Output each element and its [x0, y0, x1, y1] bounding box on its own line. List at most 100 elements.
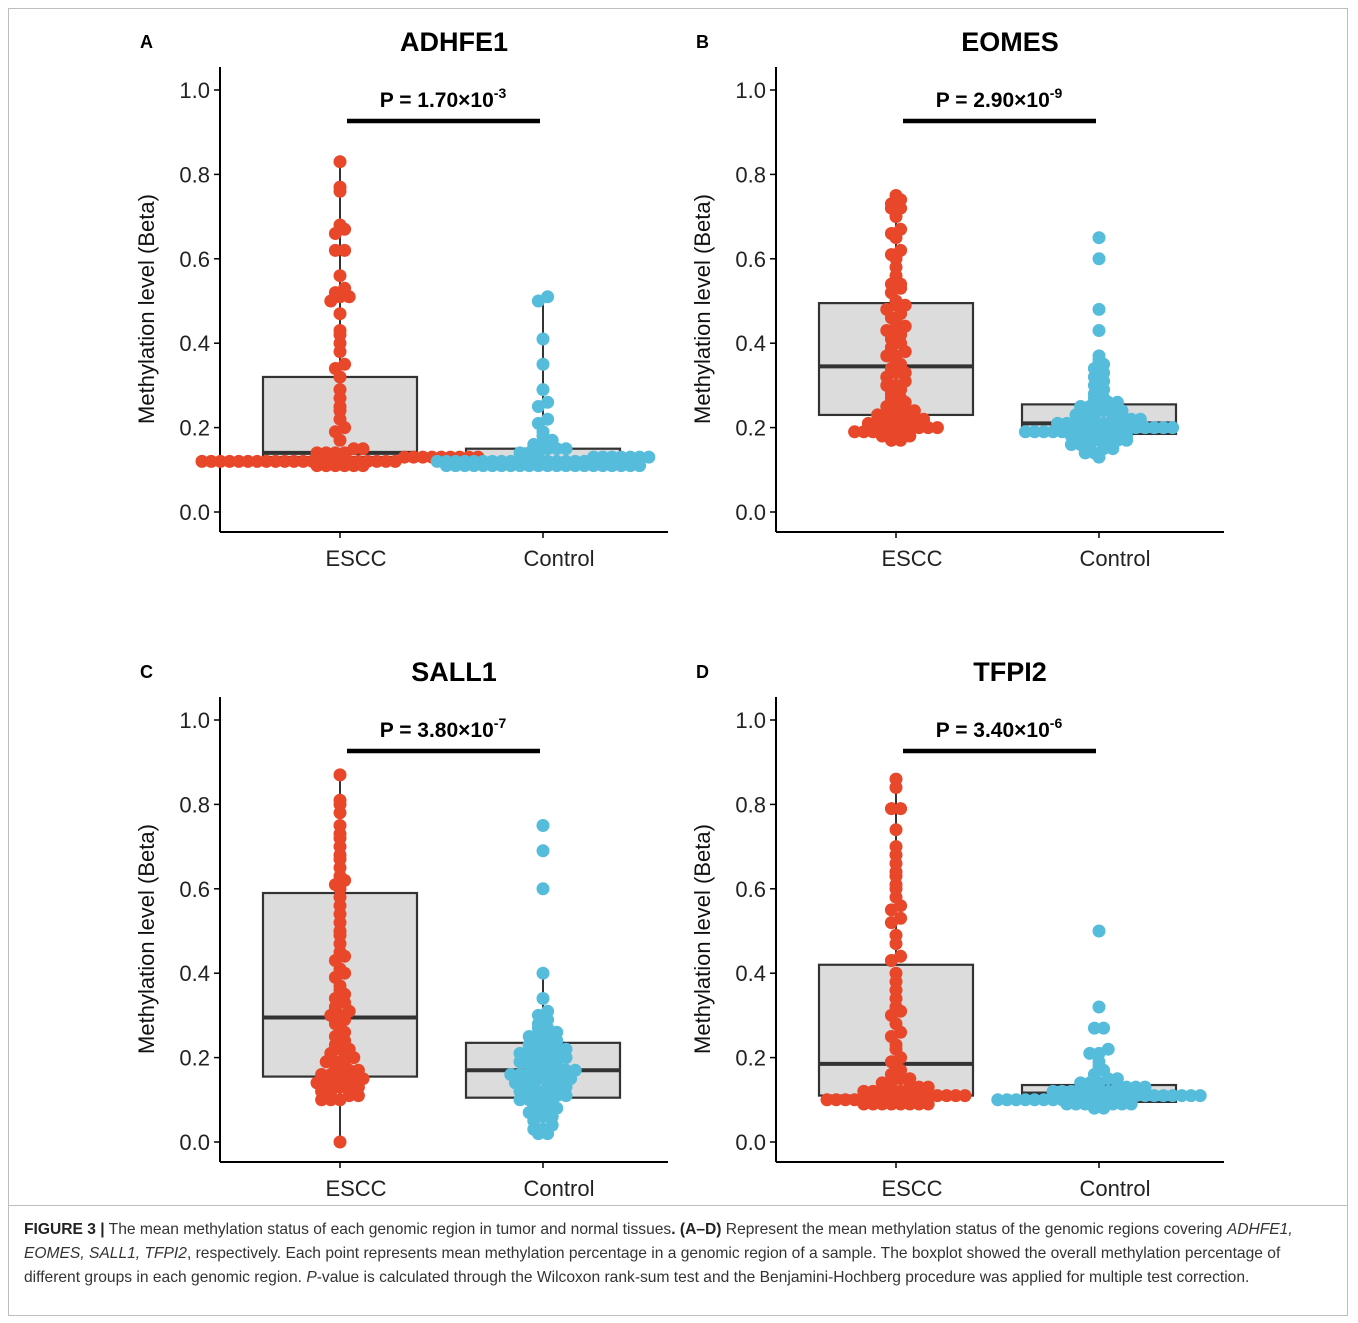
x-tick-label: ESCC [881, 546, 942, 571]
y-tick-label: 0.4 [179, 331, 210, 356]
y-tick-label: 1.0 [735, 708, 766, 733]
data-point-escc [333, 324, 347, 337]
data-point-control [1147, 1089, 1161, 1103]
data-point-control [536, 819, 550, 832]
data-point-escc [319, 446, 333, 460]
x-tick-label: Control [524, 546, 595, 571]
data-point-escc [328, 446, 342, 460]
p-value-label: P = 3.40×10-6 [936, 715, 1063, 742]
data-point-control [587, 450, 601, 464]
data-point-escc [333, 768, 347, 782]
data-point-control [1110, 395, 1124, 409]
data-point-escc [894, 243, 908, 257]
data-point-escc [296, 454, 310, 468]
panel-d: D TFPI2 P = 3.40×10-6 0.0 0.2 0.4 0.6 0.8 1.0 Met… [676, 652, 1236, 1232]
y-tick-label: 0.4 [735, 961, 766, 986]
data-point-escc [894, 222, 908, 236]
data-point-control [1009, 1093, 1023, 1107]
data-point-control [1018, 425, 1032, 439]
data-point-escc [333, 793, 347, 807]
data-point-control [1074, 400, 1088, 413]
y-tick-label: 0.0 [735, 1130, 766, 1155]
data-point-escc [407, 450, 421, 464]
data-point-control [1092, 349, 1106, 363]
data-point-escc [889, 772, 903, 786]
y-tick-label: 0.6 [735, 247, 766, 272]
data-point-control [1028, 1093, 1042, 1107]
data-point-escc [894, 802, 908, 816]
data-point-control [1046, 1084, 1060, 1098]
data-point-control [541, 454, 555, 468]
data-point-control [536, 966, 550, 980]
chart-title: ADHFE1 [400, 27, 508, 57]
data-point-escc [223, 454, 237, 468]
data-point-escc [259, 454, 273, 468]
p-value-exponent: -3 [494, 85, 507, 101]
caption-divider [9, 1205, 1347, 1206]
data-point-escc [397, 450, 411, 464]
y-tick-label: 0.8 [735, 792, 766, 817]
data-point-control [495, 454, 509, 468]
y-tick-label: 0.0 [179, 1130, 210, 1155]
data-point-escc [930, 1089, 944, 1103]
data-point-escc [889, 966, 903, 980]
data-point-control [1147, 421, 1161, 435]
data-point-escc [338, 243, 352, 257]
data-point-control [1000, 1093, 1014, 1107]
data-point-control [1087, 1021, 1101, 1035]
p-value-prefix: P = 1.70×10 [380, 89, 494, 112]
y-tick-label: 0.2 [179, 1046, 210, 1071]
data-point-control [642, 450, 656, 464]
data-point-escc [861, 416, 875, 430]
data-point-control [614, 450, 628, 464]
x-tick-label: Control [1080, 1176, 1151, 1201]
y-tick-label: 1.0 [179, 78, 210, 103]
y-tick-label: 0.8 [179, 162, 210, 187]
data-point-escc [838, 1093, 852, 1107]
data-point-escc [889, 840, 903, 854]
p-value-exponent: -6 [1050, 715, 1063, 731]
data-point-control [1092, 1000, 1106, 1014]
data-point-control [991, 1093, 1005, 1107]
data-point-escc [278, 454, 292, 468]
data-point-control [1028, 425, 1042, 439]
panel-a: A ADHFE1 P = 1.70×10-3 0.0 0.2 0.4 0.6 0.8 1.0 Me… [120, 22, 680, 602]
data-point-control [1101, 1042, 1115, 1056]
data-point-control [550, 454, 564, 468]
x-tick-label: ESCC [325, 1176, 386, 1201]
data-point-escc [875, 1076, 889, 1090]
p-value-label: P = 3.80×10-7 [380, 715, 507, 742]
data-point-control [559, 1042, 573, 1056]
figure-caption: FIGURE 3 | The mean methylation status o… [24, 1218, 1336, 1290]
data-point-escc [871, 408, 885, 422]
data-point-control [559, 454, 573, 468]
y-axis-label: Methylation level (Beta) [690, 824, 715, 1054]
data-point-escc [204, 454, 218, 468]
data-point-control [1097, 1021, 1111, 1035]
data-point-escc [213, 454, 227, 468]
x-tick-label: ESCC [881, 1176, 942, 1201]
data-point-control [485, 454, 499, 468]
panel-label: A [140, 32, 153, 52]
data-point-control [1060, 416, 1074, 430]
data-point-control [1037, 425, 1051, 439]
data-point-control [633, 450, 647, 464]
panel-label: C [140, 662, 153, 682]
data-point-control [1092, 231, 1106, 245]
chart-svg-c: C SALL1 P = 3.80×10-7 0.0 0.2 0.4 0.6 0.8 1.0 Met… [134, 657, 668, 1201]
data-point-control [568, 1063, 582, 1077]
data-point-control [476, 454, 490, 468]
data-point-control [513, 1068, 527, 1081]
data-point-escc [894, 911, 908, 925]
data-point-escc [333, 819, 347, 832]
p-value-exponent: -9 [1050, 85, 1063, 101]
data-point-control [1166, 421, 1180, 435]
data-point-escc [889, 189, 903, 202]
data-point-escc [195, 454, 209, 468]
data-point-control [1184, 1089, 1198, 1103]
p-value-label: P = 1.70×10-3 [380, 85, 507, 112]
data-point-control [541, 1004, 555, 1018]
data-point-escc [347, 442, 361, 456]
data-point-escc [903, 1072, 917, 1086]
data-point-control [1166, 1089, 1180, 1103]
